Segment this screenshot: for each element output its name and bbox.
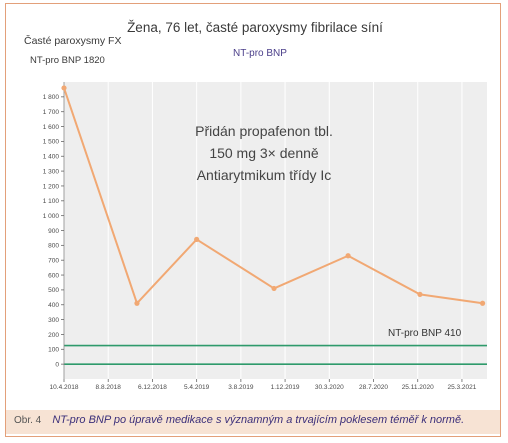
y-tick-label: 500 xyxy=(48,287,59,294)
left-label-start-value: NT-pro BNP 1820 xyxy=(30,55,105,66)
line-chart: 0 100 200 300 400 500 600 700 800 900 1 000 1 100 1 … xyxy=(24,20,487,391)
x-axis: 10.4.2018 8.8.2018 6.12.2018 5.4.2019 3.8.20… xyxy=(50,379,477,391)
y-tick-label: 900 xyxy=(48,228,59,235)
y-tick-label: 1 100 xyxy=(43,198,60,205)
data-point xyxy=(345,253,351,259)
y-tick-label: 1 400 xyxy=(43,154,60,161)
y-tick-label: 100 xyxy=(48,347,59,354)
x-tick-label: 5.4.2019 xyxy=(184,384,210,391)
data-point xyxy=(194,236,200,243)
y-tick-label: 1 700 xyxy=(43,109,60,116)
x-tick-label: 30.3.2020 xyxy=(315,384,344,391)
figure-caption: Obr. 4 NT-pro BNP po úpravě medikace s v… xyxy=(6,410,500,434)
series-label: NT-pro BNP xyxy=(233,48,287,59)
y-tick-label: 1 300 xyxy=(43,168,60,175)
x-tick-label: 25.3.2021 xyxy=(447,384,476,391)
annotation-line-3: Antiarytmikum třídy Ic xyxy=(197,167,332,183)
left-label-episodes: Časté paroxysmy FX xyxy=(24,34,121,47)
y-axis: 0 100 200 300 400 500 600 700 800 900 1 000 1 100 1 … xyxy=(43,82,65,379)
y-tick-label: 1 200 xyxy=(43,183,60,190)
data-point xyxy=(479,300,486,306)
y-tick-label: 300 xyxy=(48,317,59,324)
data-point xyxy=(417,291,423,297)
figure-number: Obr. 4 xyxy=(14,415,42,426)
end-value-label: NT-pro BNP 410 xyxy=(388,328,462,339)
annotation-line-2: 150 mg 3× denně xyxy=(209,145,319,161)
data-point xyxy=(134,300,140,306)
x-tick-label: 10.4.2018 xyxy=(50,384,79,391)
grid-lines xyxy=(63,82,463,379)
plot-area xyxy=(64,82,487,379)
y-tick-label: 400 xyxy=(48,302,59,309)
y-tick-label: 200 xyxy=(48,332,59,339)
y-tick-label: 1 000 xyxy=(43,213,60,220)
data-point xyxy=(271,285,277,292)
x-tick-label: 3.8.2019 xyxy=(228,384,254,391)
series-nt-pro-bnp xyxy=(61,85,486,306)
y-tick-label: 0 xyxy=(55,361,59,368)
chart-title: Žena, 76 let, časté paroxysmy fibrilace … xyxy=(127,20,383,35)
y-tick-label: 600 xyxy=(48,272,59,279)
y-tick-label: 1 500 xyxy=(43,139,60,146)
x-tick-label: 25.11.2020 xyxy=(402,384,434,391)
x-tick-label: 8.8.2018 xyxy=(96,384,122,391)
annotation-line-1: Přidán propafenon tbl. xyxy=(195,123,333,139)
reference-lines xyxy=(64,344,487,365)
y-tick-label: 1 800 xyxy=(43,94,60,101)
x-tick-label: 28.7.2020 xyxy=(359,384,388,391)
y-tick-label: 700 xyxy=(48,258,59,265)
y-tick-label: 1 600 xyxy=(43,124,60,131)
x-tick-label: 1.12.2019 xyxy=(271,384,300,391)
y-tick-label: 800 xyxy=(48,243,59,250)
data-point xyxy=(61,85,67,91)
x-tick-label: 6.12.2018 xyxy=(138,384,167,391)
caption-text: NT-pro BNP po úpravě medikace s významný… xyxy=(52,414,465,426)
